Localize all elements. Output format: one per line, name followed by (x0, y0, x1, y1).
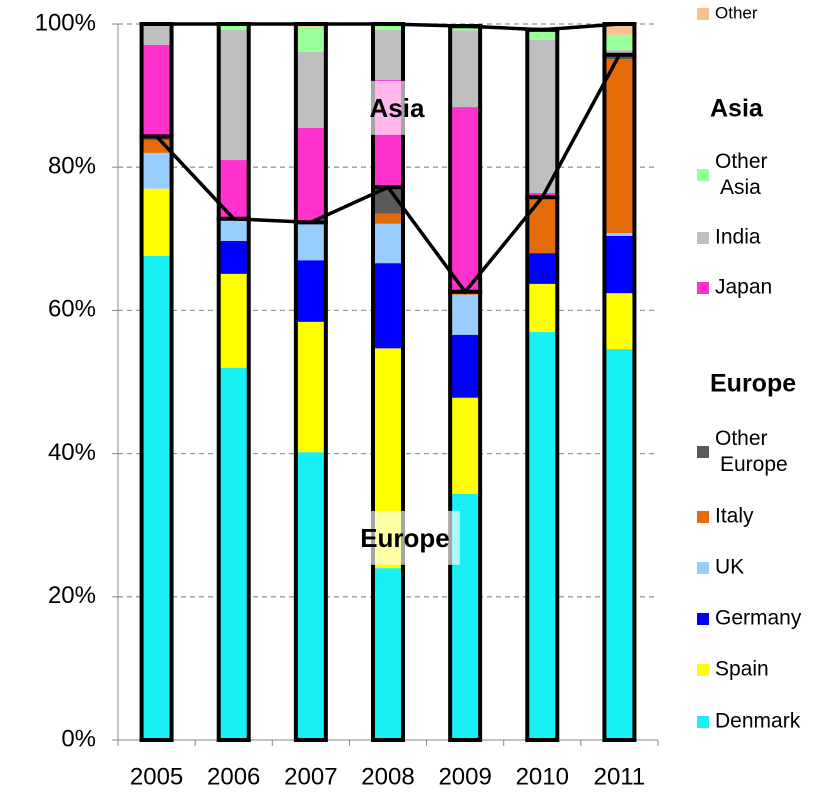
legend-label: India (715, 226, 761, 249)
bar-segment (141, 152, 172, 189)
legend-label: Other Asia (715, 150, 768, 199)
bar-segment (527, 283, 558, 332)
y-tick-label: 20% (48, 582, 96, 609)
legend-swatch (697, 664, 709, 676)
legend-label: Italy (715, 505, 754, 528)
bar-segment (604, 235, 635, 294)
annotation-box (350, 510, 460, 565)
bar-segment (527, 39, 558, 193)
y-tick-label: 40% (48, 439, 96, 466)
bar-segment (295, 260, 326, 322)
bar-segment (218, 29, 249, 161)
y-tick-label: 0% (61, 725, 96, 752)
bar-segment (604, 233, 635, 236)
legend-label: Spain (715, 658, 769, 681)
bar-segment (141, 24, 172, 45)
legend-label-line: Other (715, 427, 768, 450)
bar-segment (527, 197, 558, 254)
legend-swatch (697, 511, 709, 523)
bar-segment (450, 30, 481, 108)
legend-label: Japan (715, 276, 772, 299)
legend-label-line: Europe (720, 453, 788, 476)
bar-segment (604, 349, 635, 740)
bar-segment (604, 49, 635, 55)
bar-segment (450, 26, 481, 31)
legend-label: Other (715, 3, 758, 22)
bar-segment (373, 568, 403, 740)
legend-swatch (697, 446, 709, 458)
legend-label-line: Asia (720, 176, 761, 199)
x-tick-label: 2011 (594, 763, 646, 790)
bar-segment (450, 334, 481, 398)
y-tick-label: 60% (48, 296, 96, 323)
y-tick-label: 80% (48, 153, 96, 180)
legend-swatch (697, 8, 709, 20)
bar-segment (373, 213, 403, 224)
bar-segment (373, 29, 403, 80)
bar-segment (295, 127, 326, 223)
bar-segment (295, 26, 326, 52)
bar-segment (295, 222, 326, 261)
bar-segment (218, 240, 249, 274)
bar-segment (604, 24, 635, 35)
annotation: Asia (370, 93, 425, 123)
bar-segment (373, 263, 403, 349)
bar-segment (450, 294, 481, 335)
legend-label: Other Europe (715, 427, 788, 476)
bar-segment (218, 273, 249, 368)
bar-segment (295, 321, 326, 453)
x-tick-label: 2007 (284, 763, 337, 790)
bar-segment (218, 367, 249, 740)
legend-label: Germany (715, 607, 802, 630)
legend-swatch (697, 282, 709, 294)
legend-group-title: Europe (710, 370, 796, 398)
x-tick-label: 2006 (207, 763, 260, 790)
legend-group-title: Asia (710, 95, 764, 123)
bar-segment (527, 331, 558, 740)
legend-swatch (697, 562, 709, 574)
bar-segment (373, 223, 403, 264)
y-tick-label: 100% (35, 9, 96, 36)
bar-segment (527, 253, 558, 284)
bar-segment (450, 397, 481, 494)
x-tick-label: 2008 (361, 763, 414, 790)
x-tick-label: 2010 (516, 763, 569, 790)
bar-segment (450, 107, 481, 292)
legend-swatch (697, 169, 709, 181)
annotation: Europe (360, 523, 450, 553)
legend-swatch (697, 232, 709, 244)
legend-swatch (697, 716, 709, 728)
bar-segment (141, 188, 172, 256)
bar-segment (295, 51, 326, 128)
bar-segment (141, 255, 172, 740)
legend-swatch (697, 613, 709, 625)
bar-segment (141, 44, 172, 137)
bar-segment (604, 293, 635, 350)
bar-segment (604, 34, 635, 50)
legend-label: Denmark (715, 710, 801, 733)
bar-segment (604, 59, 635, 234)
x-tick-label: 2005 (130, 763, 183, 790)
bar-segment (527, 31, 558, 40)
bar-segment (218, 24, 249, 30)
legend-label: UK (715, 556, 744, 579)
bar-segment (373, 24, 403, 30)
bar-segment (295, 452, 326, 740)
bar-segment (218, 218, 249, 241)
x-tick-label: 2009 (438, 763, 491, 790)
annotation-box (359, 80, 435, 135)
legend-label-line: Other (715, 150, 768, 173)
